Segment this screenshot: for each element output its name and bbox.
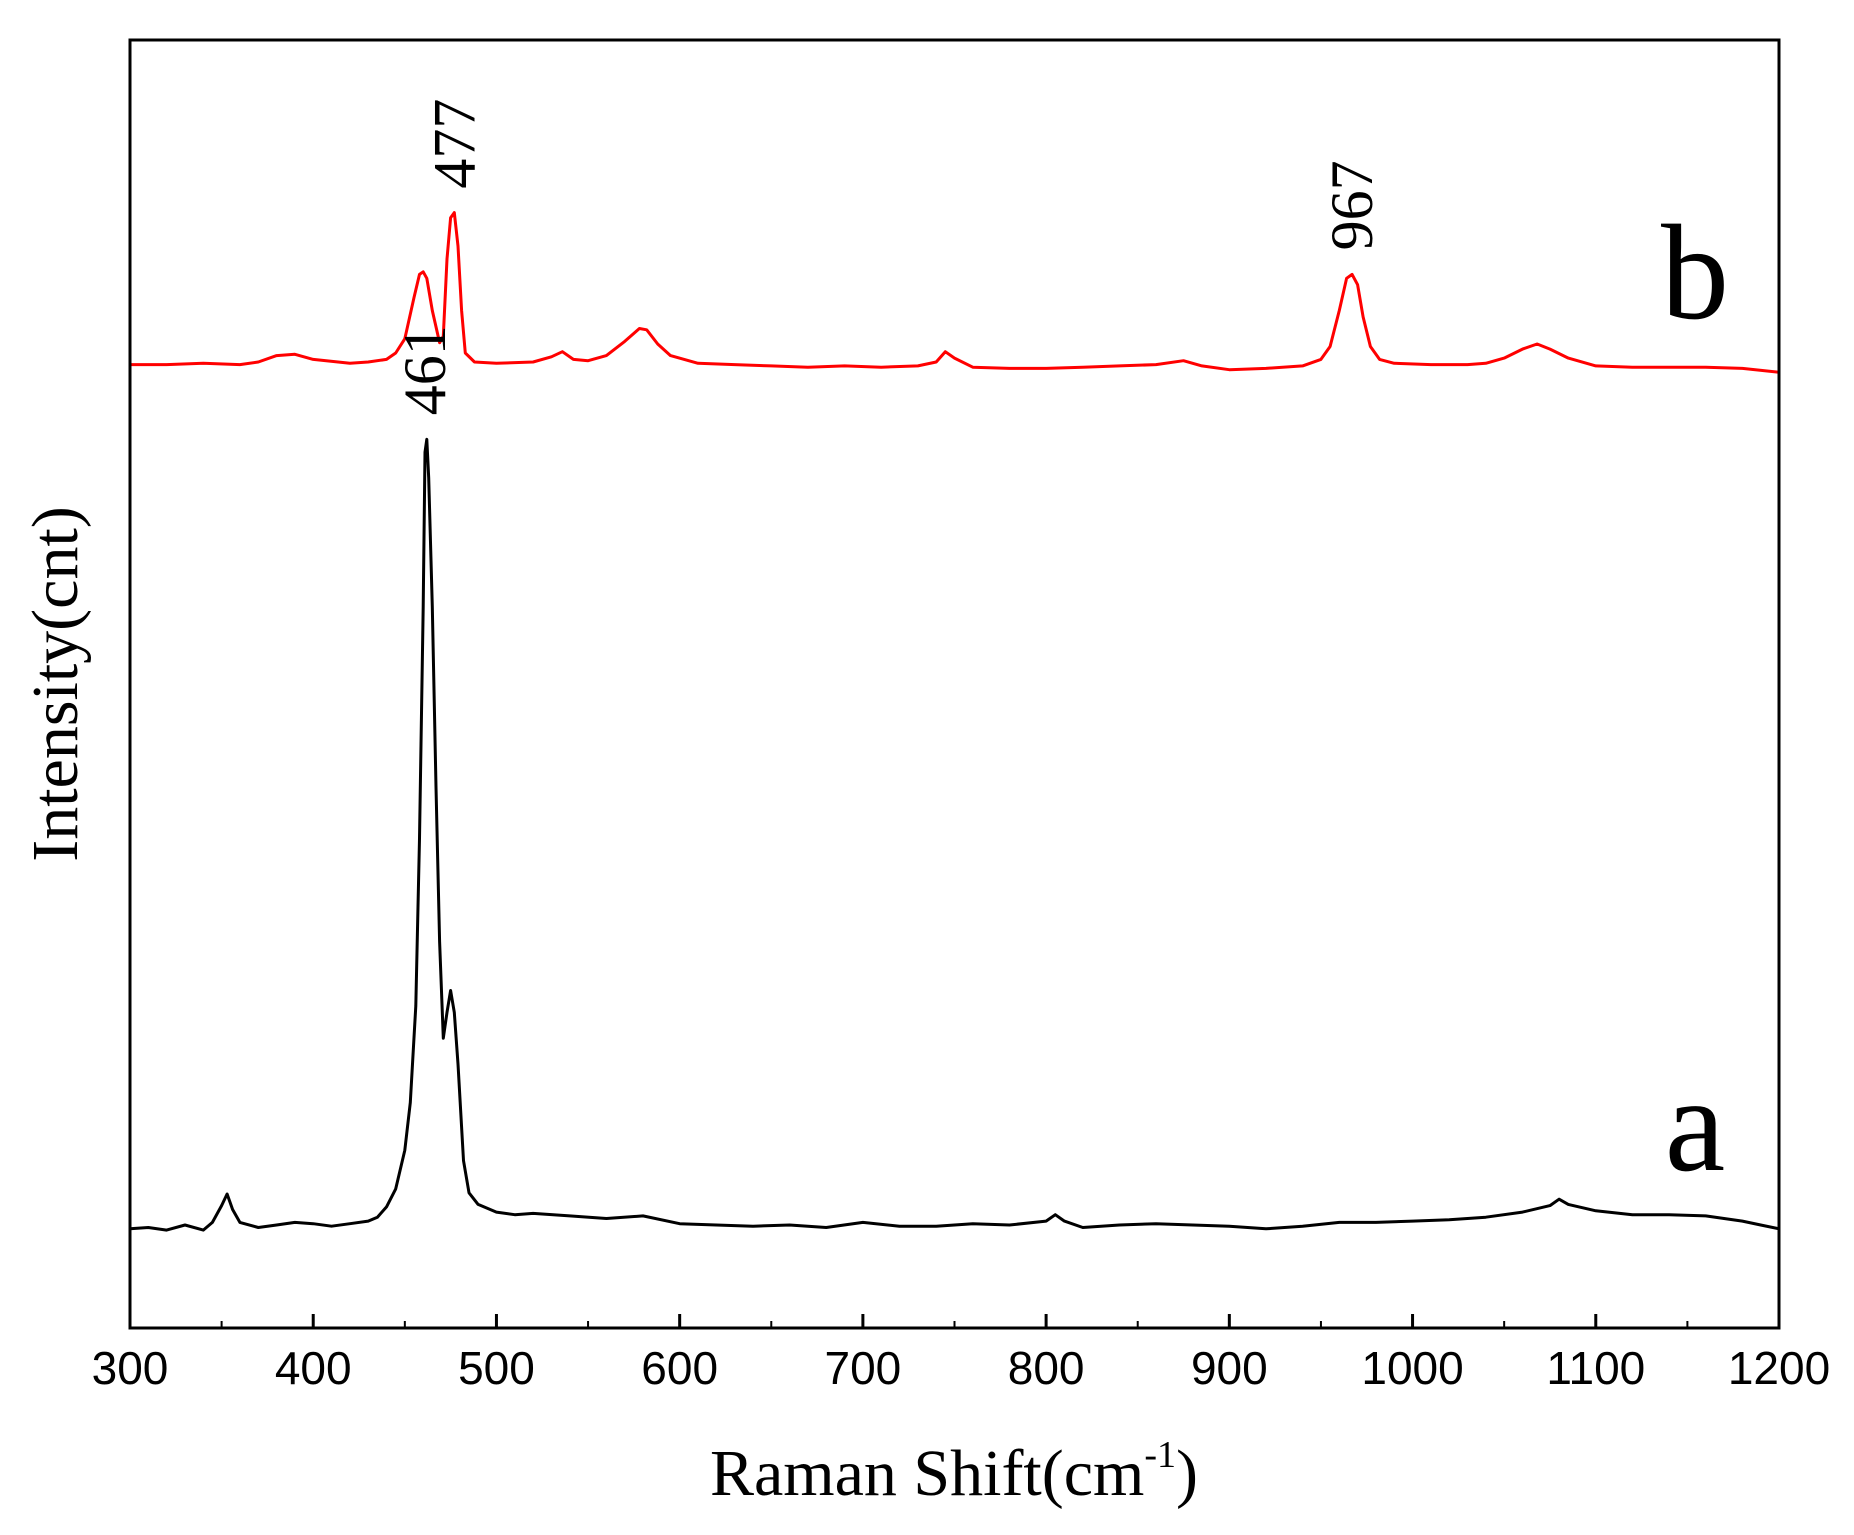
series-label-b: b — [1661, 198, 1729, 348]
x-axis-title-superscript: -1 — [1144, 1434, 1176, 1476]
x-axis-ticks: 300 400 500 600 700 800 900 1000 1100 1200 — [92, 1314, 1830, 1394]
peak-annotations: 477 967 461 — [392, 99, 1385, 416]
series-line-a — [129, 437, 1780, 1232]
x-tick-label: 900 — [1191, 1342, 1268, 1394]
x-tick-label: 700 — [825, 1342, 902, 1394]
peak-label-461: 461 — [392, 325, 458, 415]
x-tick-label: 400 — [275, 1342, 352, 1394]
peak-label-967: 967 — [1319, 160, 1385, 250]
series-layer — [129, 211, 1780, 1232]
series-line-b — [130, 211, 1780, 374]
y-axis-title: Intensity(cnt) — [19, 506, 92, 862]
x-tick-label: 1000 — [1361, 1342, 1463, 1394]
x-axis-title-tail: ) — [1176, 1437, 1198, 1510]
x-tick-label: 1100 — [1546, 1342, 1645, 1394]
x-axis-title: Raman Shift(cm-1) — [710, 1434, 1198, 1510]
x-tick-label: 600 — [641, 1342, 718, 1394]
x-tick-label: 500 — [458, 1342, 535, 1394]
x-axis-title-main: Raman Shift(cm — [710, 1437, 1144, 1510]
peak-label-477: 477 — [421, 99, 487, 189]
x-tick-label: 300 — [92, 1342, 169, 1394]
series-label-a: a — [1665, 1050, 1725, 1200]
x-tick-label: 1200 — [1728, 1342, 1830, 1394]
x-tick-label: 800 — [1008, 1342, 1085, 1394]
